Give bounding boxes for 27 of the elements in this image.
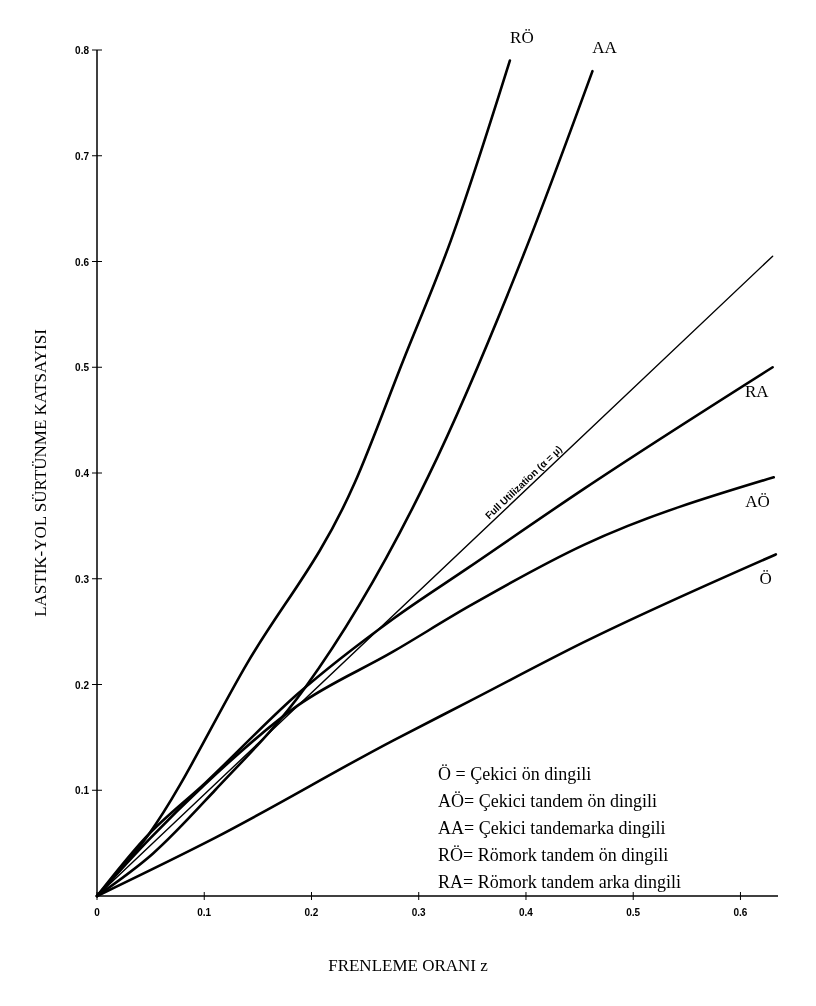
- x-tick-label: 0.6: [733, 907, 748, 918]
- annotation: AÖ= Çekici tandem ön dingili: [438, 791, 658, 811]
- series-label: RA: [745, 382, 770, 402]
- x-tick-label: 0: [94, 907, 101, 918]
- x-tick-label: 0.2: [304, 907, 319, 918]
- x-tick-label: 0.4: [519, 907, 534, 918]
- x-axis-title: FRENLEME ORANI z: [328, 956, 489, 975]
- y-tick-label: 0.1: [75, 785, 90, 797]
- series-label: Ö: [759, 569, 772, 589]
- y-axis-title: LASTIK-YOL SÜRTÜNME KATSAYISI: [31, 328, 50, 617]
- y-tick-label: 0.7: [75, 150, 90, 162]
- annotation: RÖ= Römork tandem ön dingili: [438, 845, 669, 865]
- series-label: AÖ: [745, 492, 770, 512]
- annotation: Ö = Çekici ön dingili: [438, 764, 592, 784]
- y-tick-label: 0.4: [75, 468, 90, 479]
- series-label: AA: [592, 38, 618, 58]
- y-tick-label: 0.3: [75, 573, 90, 585]
- annotation: AA= Çekici tandemarka dingili: [438, 818, 666, 838]
- annotation: RA= Römork tandem arka dingili: [438, 872, 682, 892]
- y-tick-label: 0.5: [75, 362, 90, 374]
- y-tick-label: 0.2: [75, 679, 90, 691]
- y-tick-label: 0.6: [75, 256, 90, 268]
- x-tick-label: 0.1: [197, 907, 212, 918]
- x-tick-label: 0.5: [626, 907, 641, 918]
- x-tick-label: 0.3: [411, 907, 427, 918]
- y-tick-label: 0.8: [75, 45, 90, 56]
- series-label: RÖ: [510, 27, 534, 47]
